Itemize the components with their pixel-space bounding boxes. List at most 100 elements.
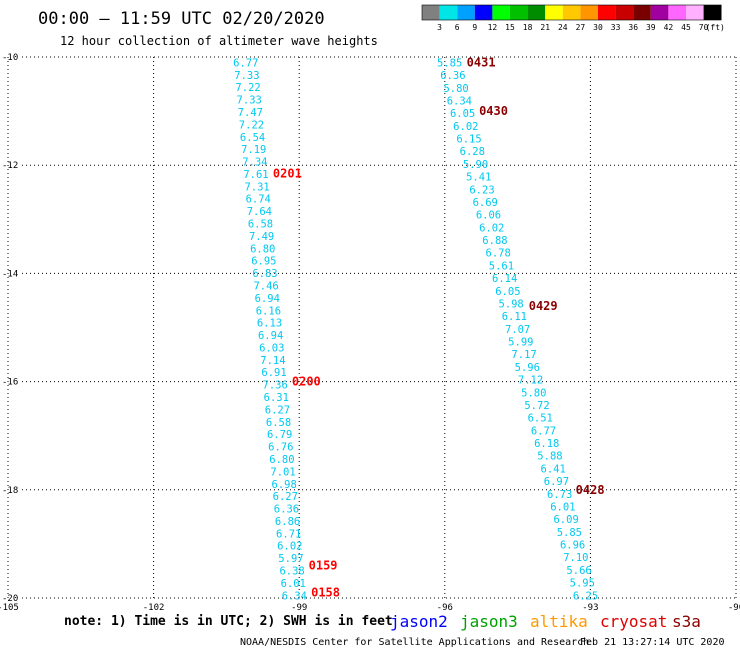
east-swh-value: 6.15 bbox=[456, 134, 481, 146]
satellite-legend: jason2 jason3 altika cryosat s3a bbox=[390, 612, 701, 631]
scale-swatch bbox=[527, 5, 546, 20]
east-swh-value: 7.12 bbox=[518, 375, 543, 387]
west-swh-value: 7.31 bbox=[244, 181, 269, 193]
scale-label: 36 bbox=[628, 23, 638, 32]
east-swh-value: 5.41 bbox=[466, 172, 491, 184]
altimeter-tracks: 6.777.337.227.337.477.226.547.197.347.61… bbox=[233, 55, 604, 602]
lon-tick-label: -93 bbox=[582, 603, 598, 613]
scale-label: 30 bbox=[593, 23, 603, 32]
west-swh-value: 7.36 bbox=[263, 380, 288, 392]
east-swh-value: 5.98 bbox=[498, 298, 523, 310]
scale-swatch bbox=[422, 5, 440, 20]
scale-label: 3 bbox=[437, 23, 442, 32]
west-swh-value: 6.54 bbox=[240, 132, 265, 144]
map-grid: -105 -102 -99 -96 -93 -90 -10 -12 -14 -16 -18 -20 bbox=[0, 53, 740, 613]
satellite-jason2: jason2 bbox=[390, 612, 448, 631]
west-swh-value: 6.77 bbox=[233, 57, 258, 69]
west-time-label: 0200 bbox=[292, 375, 321, 389]
east-swh-value: 6.41 bbox=[541, 463, 566, 475]
lon-tick-label: -96 bbox=[437, 603, 453, 613]
lat-tick-label: -18 bbox=[2, 486, 18, 496]
scale-swatch bbox=[686, 5, 704, 20]
scale-swatch bbox=[668, 5, 686, 20]
west-swh-value: 7.01 bbox=[270, 466, 295, 478]
scale-label: 21 bbox=[540, 23, 550, 32]
west-swh-value: 7.46 bbox=[253, 280, 278, 292]
lat-tick-label: -14 bbox=[2, 269, 18, 279]
west-swh-value: 6.31 bbox=[264, 392, 289, 404]
credit-text: NOAA/NESDIS Center for Satellite Applica… bbox=[240, 637, 589, 648]
scale-swatch bbox=[580, 5, 598, 20]
west-swh-value: 6.83 bbox=[252, 268, 277, 280]
west-swh-value: 6.16 bbox=[256, 305, 281, 317]
west-swh-value: 6.38 bbox=[279, 566, 304, 578]
scale-swatch bbox=[615, 5, 634, 20]
west-swh-value: 7.47 bbox=[238, 107, 263, 119]
west-swh-value: 6.80 bbox=[250, 243, 275, 255]
west-swh-value: 6.94 bbox=[255, 293, 280, 305]
satellite-s3a: s3a bbox=[672, 612, 701, 631]
west-swh-value: 7.14 bbox=[260, 355, 285, 367]
east-swh-value: 6.14 bbox=[492, 273, 517, 285]
east-swh-value: 6.28 bbox=[460, 146, 485, 158]
west-swh-value: 7.61 bbox=[243, 169, 268, 181]
west-swh-value: 6.36 bbox=[274, 504, 299, 516]
east-swh-value: 5.80 bbox=[443, 83, 468, 95]
color-scale-legend: 3 6 9 12 15 18 21 24 27 30 33 36 39 42 45 70(ft) bbox=[421, 4, 725, 32]
east-swh-value: 6.96 bbox=[560, 540, 585, 552]
east-swh-value: 5.72 bbox=[524, 400, 549, 412]
lat-tick-label: -10 bbox=[2, 53, 18, 63]
west-time-label: 0158 bbox=[311, 586, 340, 600]
east-swh-value: 5.90 bbox=[463, 159, 488, 171]
scale-swatch bbox=[545, 5, 563, 20]
east-time-label: 0428 bbox=[576, 483, 605, 497]
east-swh-value: 7.17 bbox=[511, 349, 536, 361]
scale-unit: (ft) bbox=[706, 23, 725, 32]
scale-swatch bbox=[633, 5, 651, 20]
east-swh-value: 6.11 bbox=[502, 311, 527, 323]
east-swh-value: 5.61 bbox=[489, 260, 514, 272]
east-swh-value: 5.85 bbox=[557, 527, 582, 539]
west-swh-value: 6.58 bbox=[248, 219, 273, 231]
lon-tick-label: -90 bbox=[728, 603, 740, 613]
scale-swatch bbox=[474, 5, 493, 20]
east-swh-value: 6.02 bbox=[479, 222, 504, 234]
west-swh-value: 6.95 bbox=[251, 256, 276, 268]
east-swh-value: 6.69 bbox=[473, 197, 498, 209]
timestamp-text: Feb 21 13:27:14 UTC 2020 bbox=[580, 637, 725, 648]
scale-label: 6 bbox=[455, 23, 460, 32]
footnote: note: 1) Time is in UTC; 2) SWH is in fe… bbox=[64, 614, 393, 629]
east-swh-value: 6.88 bbox=[482, 235, 507, 247]
west-swh-value: 7.33 bbox=[237, 95, 262, 107]
west-swh-value: 7.64 bbox=[247, 206, 272, 218]
lat-tick-label: -12 bbox=[2, 161, 18, 171]
east-swh-value: 6.34 bbox=[447, 95, 472, 107]
east-swh-value: 7.07 bbox=[505, 324, 530, 336]
east-swh-value: 6.36 bbox=[440, 70, 465, 82]
scale-label: 18 bbox=[523, 23, 533, 32]
west-swh-value: 7.49 bbox=[249, 231, 274, 243]
scale-label: 9 bbox=[472, 23, 477, 32]
east-swh-value: 6.02 bbox=[453, 121, 478, 133]
west-swh-value: 6.27 bbox=[265, 404, 290, 416]
lon-tick-label: -99 bbox=[291, 603, 307, 613]
west-swh-value: 6.80 bbox=[269, 454, 294, 466]
east-swh-value: 6.23 bbox=[469, 184, 494, 196]
west-swh-value: 6.02 bbox=[277, 541, 302, 553]
east-swh-value: 5.96 bbox=[515, 362, 540, 374]
east-swh-value: 5.99 bbox=[508, 337, 533, 349]
scale-label: 42 bbox=[664, 23, 674, 32]
west-time-label: 0159 bbox=[309, 559, 338, 573]
scale-swatch bbox=[492, 5, 510, 20]
west-swh-value: 6.91 bbox=[261, 367, 286, 379]
west-swh-value: 6.34 bbox=[282, 590, 307, 602]
scale-label: 15 bbox=[505, 23, 515, 32]
west-swh-value: 6.86 bbox=[275, 516, 300, 528]
scale-swatch bbox=[703, 5, 722, 20]
scale-label: 24 bbox=[558, 23, 568, 32]
west-swh-value: 6.58 bbox=[266, 417, 291, 429]
east-swh-value: 6.97 bbox=[544, 476, 569, 488]
east-swh-value: 6.78 bbox=[486, 248, 511, 260]
